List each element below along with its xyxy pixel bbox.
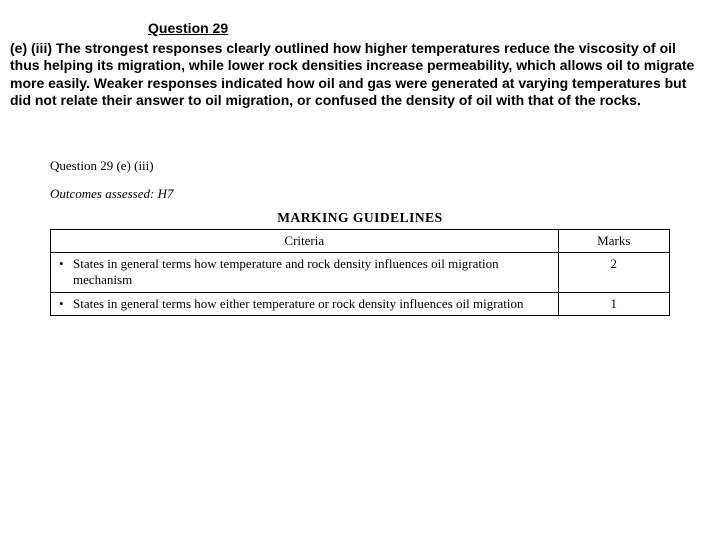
commentary-text: The strongest responses clearly outlined… xyxy=(10,40,694,109)
commentary-prefix: (e) (iii) xyxy=(10,40,56,56)
marking-guidelines-table: Criteria Marks • States in general terms… xyxy=(50,229,670,316)
sub-question-label: Question 29 (e) (iii) xyxy=(50,158,670,174)
table-header-row: Criteria Marks xyxy=(51,229,670,252)
criteria-cell: • States in general terms how either tem… xyxy=(51,292,559,315)
marking-guidelines-block: Question 29 (e) (iii) Outcomes assessed:… xyxy=(50,158,670,316)
table-row: • States in general terms how either tem… xyxy=(51,292,670,315)
criteria-cell: • States in general terms how temperatur… xyxy=(51,253,559,293)
criteria-header: Criteria xyxy=(51,229,559,252)
criterion-text: States in general terms how either tempe… xyxy=(73,296,550,312)
table-row: • States in general terms how temperatur… xyxy=(51,253,670,293)
outcomes-assessed: Outcomes assessed: H7 xyxy=(50,186,670,202)
question-heading: Question 29 xyxy=(148,20,710,38)
marks-header: Marks xyxy=(558,229,669,252)
criterion-text: States in general terms how temperature … xyxy=(73,256,550,289)
bullet-icon: • xyxy=(59,256,73,289)
marking-guidelines-title: MARKING GUIDELINES xyxy=(50,210,670,227)
page-root: Question 29 (e) (iii) The strongest resp… xyxy=(0,0,720,326)
bullet-icon: • xyxy=(59,296,73,312)
marks-cell: 2 xyxy=(558,253,669,293)
examiner-commentary: (e) (iii) The strongest responses clearl… xyxy=(10,40,710,110)
marks-cell: 1 xyxy=(558,292,669,315)
